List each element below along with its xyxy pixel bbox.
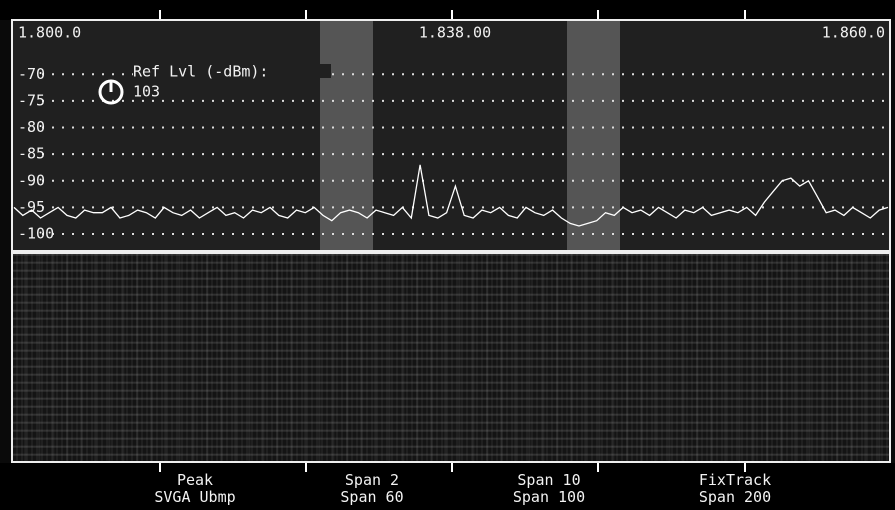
y-tick-label: -100	[18, 225, 54, 243]
softkey-line: Span 10	[474, 472, 624, 489]
softkey-line: Span 100	[474, 489, 624, 506]
softkey-line: Span 200	[660, 489, 810, 506]
ref-level-label: Ref Lvl (-dBm):	[133, 63, 268, 81]
y-tick-label: -75	[18, 91, 45, 109]
freq-start: 1.800.0	[18, 24, 81, 42]
y-tick-label: -80	[18, 118, 45, 136]
top-bar	[0, 0, 895, 20]
softkey-line: Span 2	[297, 472, 447, 489]
freq-center: 1.838.00	[419, 24, 491, 42]
y-tick-label: -85	[18, 145, 45, 163]
y-tick-label: -90	[18, 171, 45, 189]
softkey-line: FixTrack	[660, 472, 810, 489]
ref-level-value[interactable]: 103	[133, 83, 160, 101]
softkey-line: SVGA Ubmp	[120, 489, 270, 506]
y-tick-label: -70	[18, 65, 45, 83]
softkey-line: Peak	[120, 472, 270, 489]
softkey-line: Span 60	[297, 489, 447, 506]
plot-area	[13, 21, 889, 250]
freq-end: 1.860.0	[822, 24, 885, 42]
marker-band	[567, 21, 620, 250]
marker-band	[320, 21, 373, 250]
y-tick-label: -95	[18, 198, 45, 216]
spectrum-panel: -70-75-80-85-90-95-100 1.800.0 1.838.00 …	[0, 0, 895, 254]
waterfall-border	[12, 253, 890, 462]
analyzer-screen: -70-75-80-85-90-95-100 1.800.0 1.838.00 …	[0, 0, 895, 510]
